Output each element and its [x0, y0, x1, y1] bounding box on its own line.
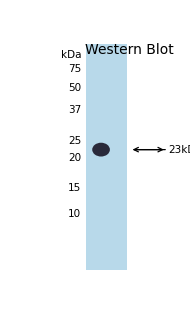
Text: 25: 25	[68, 136, 81, 146]
Text: Western Blot: Western Blot	[85, 43, 174, 57]
Bar	[86, 44, 127, 270]
Text: 37: 37	[68, 105, 81, 115]
Ellipse shape	[92, 143, 110, 157]
Text: 75: 75	[68, 64, 81, 74]
Text: 15: 15	[68, 183, 81, 193]
Text: kDa: kDa	[61, 50, 81, 60]
Text: 10: 10	[68, 209, 81, 219]
Text: 20: 20	[68, 154, 81, 163]
Text: 50: 50	[68, 83, 81, 93]
Text: 23kDa: 23kDa	[168, 145, 190, 154]
